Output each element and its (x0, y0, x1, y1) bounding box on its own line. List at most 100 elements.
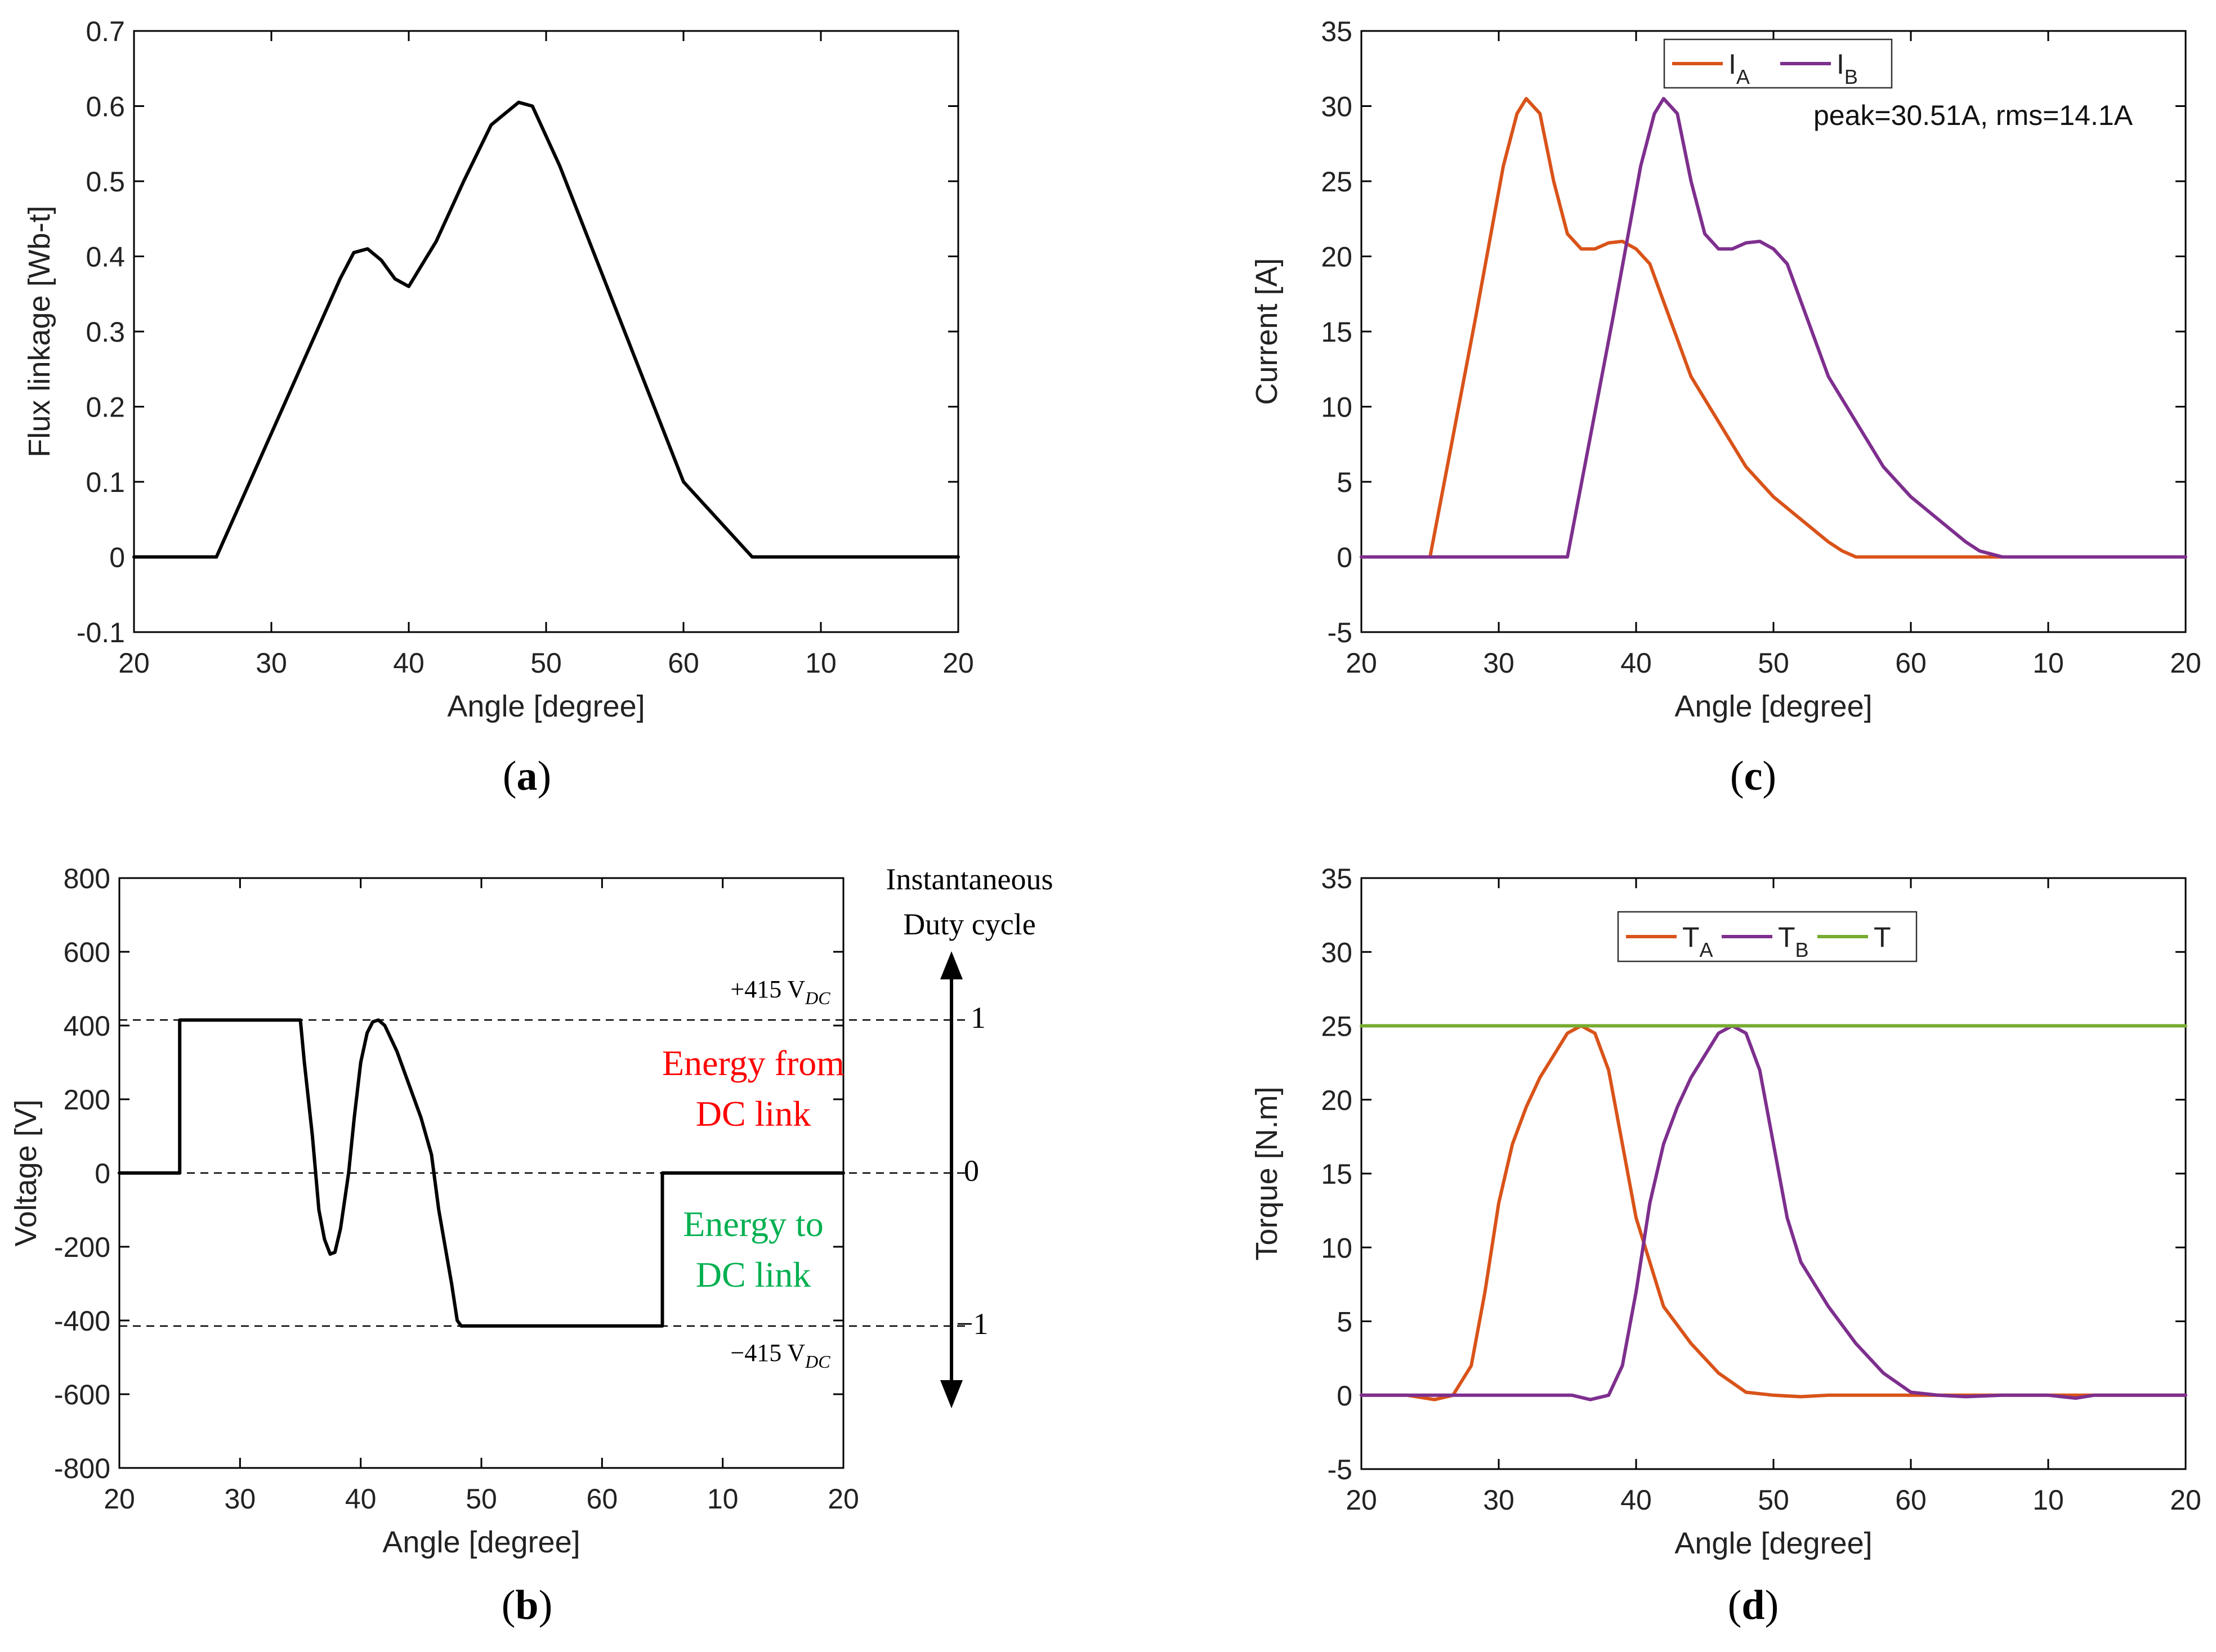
x-tick-label: 30 (256, 647, 287, 679)
x-tick-label: 20 (828, 1483, 859, 1515)
plus-vdc-sub: DC (805, 988, 830, 1008)
legend-label: IA (1728, 48, 1750, 88)
panel-label-letter: b (515, 1582, 538, 1628)
y-tick-label: -800 (54, 1453, 110, 1484)
y-tick-label: 0 (109, 542, 125, 574)
panel-label: (d) (1728, 1582, 1779, 1628)
x-axis-label: Angle [degree] (382, 1525, 580, 1559)
y-tick-label: 0.4 (86, 241, 125, 273)
y-tick-label: -400 (54, 1305, 110, 1337)
x-tick-label: 60 (587, 1483, 618, 1515)
legend-label-main: I (1837, 48, 1844, 80)
series-line-ib (1360, 97, 2187, 559)
x-tick-label: 30 (1483, 1484, 1514, 1516)
legend-label: T (1874, 921, 1891, 953)
y-tick-label: 600 (64, 937, 110, 968)
x-tick-label: 20 (942, 647, 974, 679)
y-tick-label: 800 (64, 863, 110, 894)
y-axis-label: Current [A] (1250, 258, 1284, 405)
x-tick-label: 50 (1758, 647, 1789, 679)
x-tick-label: 20 (104, 1483, 135, 1515)
panel-label: (a) (503, 753, 551, 799)
legend-label-main: I (1728, 48, 1736, 80)
x-tick-label: 30 (1483, 647, 1514, 679)
energy-from-label-1: Energy from (662, 1043, 845, 1083)
y-tick-label: 35 (1321, 16, 1352, 47)
y-axis-label: Voltage [V] (9, 1099, 43, 1246)
y-tick-label: 5 (1337, 467, 1352, 498)
y-tick-label: 0 (1337, 542, 1352, 574)
panel-label-close: ) (539, 1582, 553, 1628)
x-tick-label: 30 (225, 1483, 256, 1515)
x-tick-label: 10 (2032, 647, 2064, 679)
duty-title-2: Duty cycle (903, 907, 1035, 941)
energy-from-label-2: DC link (696, 1094, 811, 1134)
x-tick-label: 60 (1895, 647, 1927, 679)
chart-panel-b: 20 30 40 50 60 10 20-800-600-400-2000200400600… (9, 862, 1053, 1628)
panel-label: (c) (1730, 753, 1776, 799)
y-tick-label: -5 (1328, 1454, 1352, 1485)
x-tick-label: 60 (668, 647, 699, 679)
y-tick-label: 10 (1321, 1232, 1352, 1264)
y-tick-label: 25 (1321, 166, 1352, 198)
panel-label-close: ) (538, 753, 552, 799)
panel-label-open: ( (1730, 753, 1744, 799)
x-tick-label: 50 (530, 647, 562, 679)
y-tick-label: 20 (1321, 1085, 1352, 1116)
x-tick-label: 10 (707, 1483, 739, 1515)
x-axis-label: Angle [degree] (1674, 1526, 1872, 1560)
y-tick-label: -0.1 (77, 617, 125, 648)
panel-label: (b) (502, 1582, 552, 1628)
plus-vdc-value: +415 V (730, 975, 805, 1003)
y-tick-label: 30 (1321, 937, 1352, 968)
y-tick-label: -5 (1328, 617, 1352, 648)
x-tick-label: 20 (2170, 647, 2201, 679)
y-tick-label: 0.1 (86, 467, 125, 498)
minus-vdc-sub: DC (805, 1351, 830, 1372)
x-tick-label: 10 (2032, 1484, 2064, 1516)
x-tick-label: 40 (345, 1483, 377, 1515)
panel-label-open: ( (502, 1582, 516, 1628)
y-tick-label: 200 (64, 1084, 110, 1116)
legend-label-sub: B (1795, 938, 1809, 961)
series-line-voltage (118, 1018, 845, 1328)
legend-label: IB (1837, 48, 1858, 88)
series-line-flux-linkage (132, 100, 960, 559)
y-tick-label: 25 (1321, 1011, 1352, 1042)
duty-minus1-label: −1 (956, 1307, 988, 1341)
legend-label-sub: A (1700, 938, 1713, 961)
series-line-ia (1360, 97, 2187, 559)
legend-label-main: T (1682, 921, 1700, 953)
y-tick-label: -600 (54, 1379, 110, 1411)
panel-label-letter: a (517, 753, 538, 799)
y-tick-label: 0.5 (86, 166, 125, 198)
y-tick-label: 10 (1321, 392, 1352, 423)
x-tick-label: 50 (1758, 1484, 1789, 1516)
y-tick-label: 0 (95, 1158, 110, 1189)
panel-label-open: ( (503, 753, 517, 799)
panel-label-close: ) (1762, 753, 1776, 799)
x-tick-label: 20 (2170, 1484, 2201, 1516)
y-tick-label: 0.3 (86, 316, 125, 348)
series-line-tb (1360, 1024, 2187, 1402)
y-tick-label: 0.2 (86, 392, 125, 423)
y-tick-label: 15 (1321, 316, 1352, 348)
series-line-ta (1360, 1024, 2187, 1402)
x-tick-label: 40 (1620, 647, 1652, 679)
annotation-text: peak=30.51A, rms=14.1A (1813, 100, 2133, 131)
y-tick-label: 20 (1321, 241, 1352, 273)
x-axis-label: Angle [degree] (447, 690, 645, 723)
x-tick-label: 60 (1895, 1484, 1927, 1516)
chart-panel-a: 20 30 40 50 60 10 20-0.100.10.20.30.40.50.60.7… (23, 16, 974, 799)
legend-label-main: T (1874, 921, 1891, 953)
y-tick-label: 0 (1337, 1380, 1352, 1412)
legend-label: TB (1778, 921, 1809, 961)
y-tick-label: 400 (64, 1010, 110, 1042)
y-tick-label: 15 (1321, 1158, 1352, 1190)
legend-label-sub: A (1736, 65, 1750, 88)
y-axis-label: Flux linkage [Wb-t] (23, 205, 56, 457)
y-tick-label: 0.7 (86, 16, 125, 47)
y-tick-label: 0.6 (86, 91, 125, 123)
